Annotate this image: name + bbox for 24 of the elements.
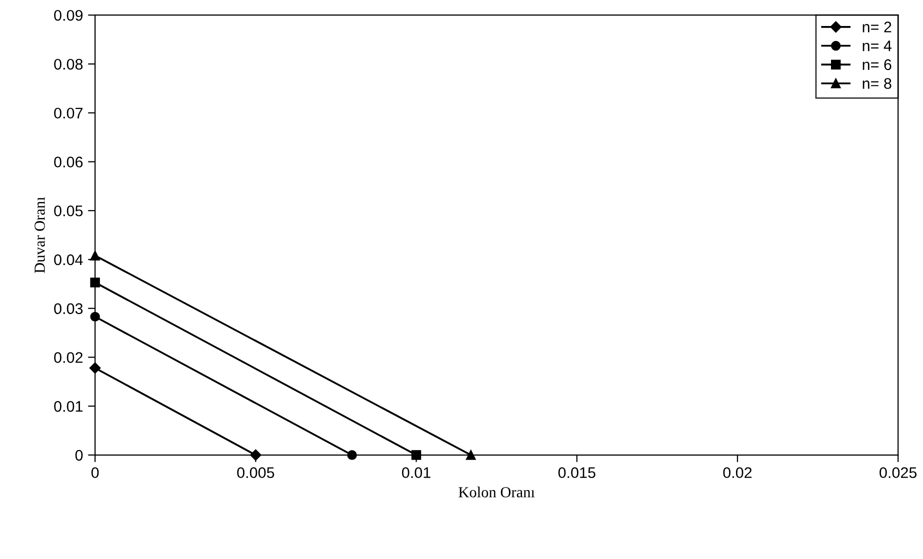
y-tick-label: 0.04 xyxy=(54,254,83,266)
y-tick-label: 0.09 xyxy=(54,10,83,21)
x-tick-label: 0.02 xyxy=(723,467,752,478)
x-tick-label: 0.015 xyxy=(558,467,596,478)
y-tick-label: 0.02 xyxy=(54,352,82,363)
legend-label: n= 4 xyxy=(862,40,892,52)
y-tick-label: 0.07 xyxy=(54,108,82,119)
y-tick-label: 0.01 xyxy=(54,401,83,412)
y-tick-label: 0 xyxy=(75,450,83,461)
point xyxy=(466,450,476,460)
x-tick-label: 0 xyxy=(91,467,99,478)
y-tick-label: 0.03 xyxy=(54,303,83,314)
x-tick-label: 0.005 xyxy=(237,467,274,478)
legend-label: n= 6 xyxy=(862,59,892,70)
legend-label: n= 2 xyxy=(862,22,892,32)
legend-label: n= 8 xyxy=(862,78,892,89)
x-tick-label: 0.01 xyxy=(402,467,430,478)
x-axis-title: Kolon Oranı xyxy=(458,486,535,498)
x-tick-label: 0.025 xyxy=(880,467,917,478)
y-tick-label: 0.06 xyxy=(54,156,83,168)
point xyxy=(90,278,100,288)
y-tick-label: 0.05 xyxy=(54,205,83,216)
y-tick-label: 0.08 xyxy=(54,58,83,70)
y-axis-title: Duvar Oranı xyxy=(34,196,45,274)
